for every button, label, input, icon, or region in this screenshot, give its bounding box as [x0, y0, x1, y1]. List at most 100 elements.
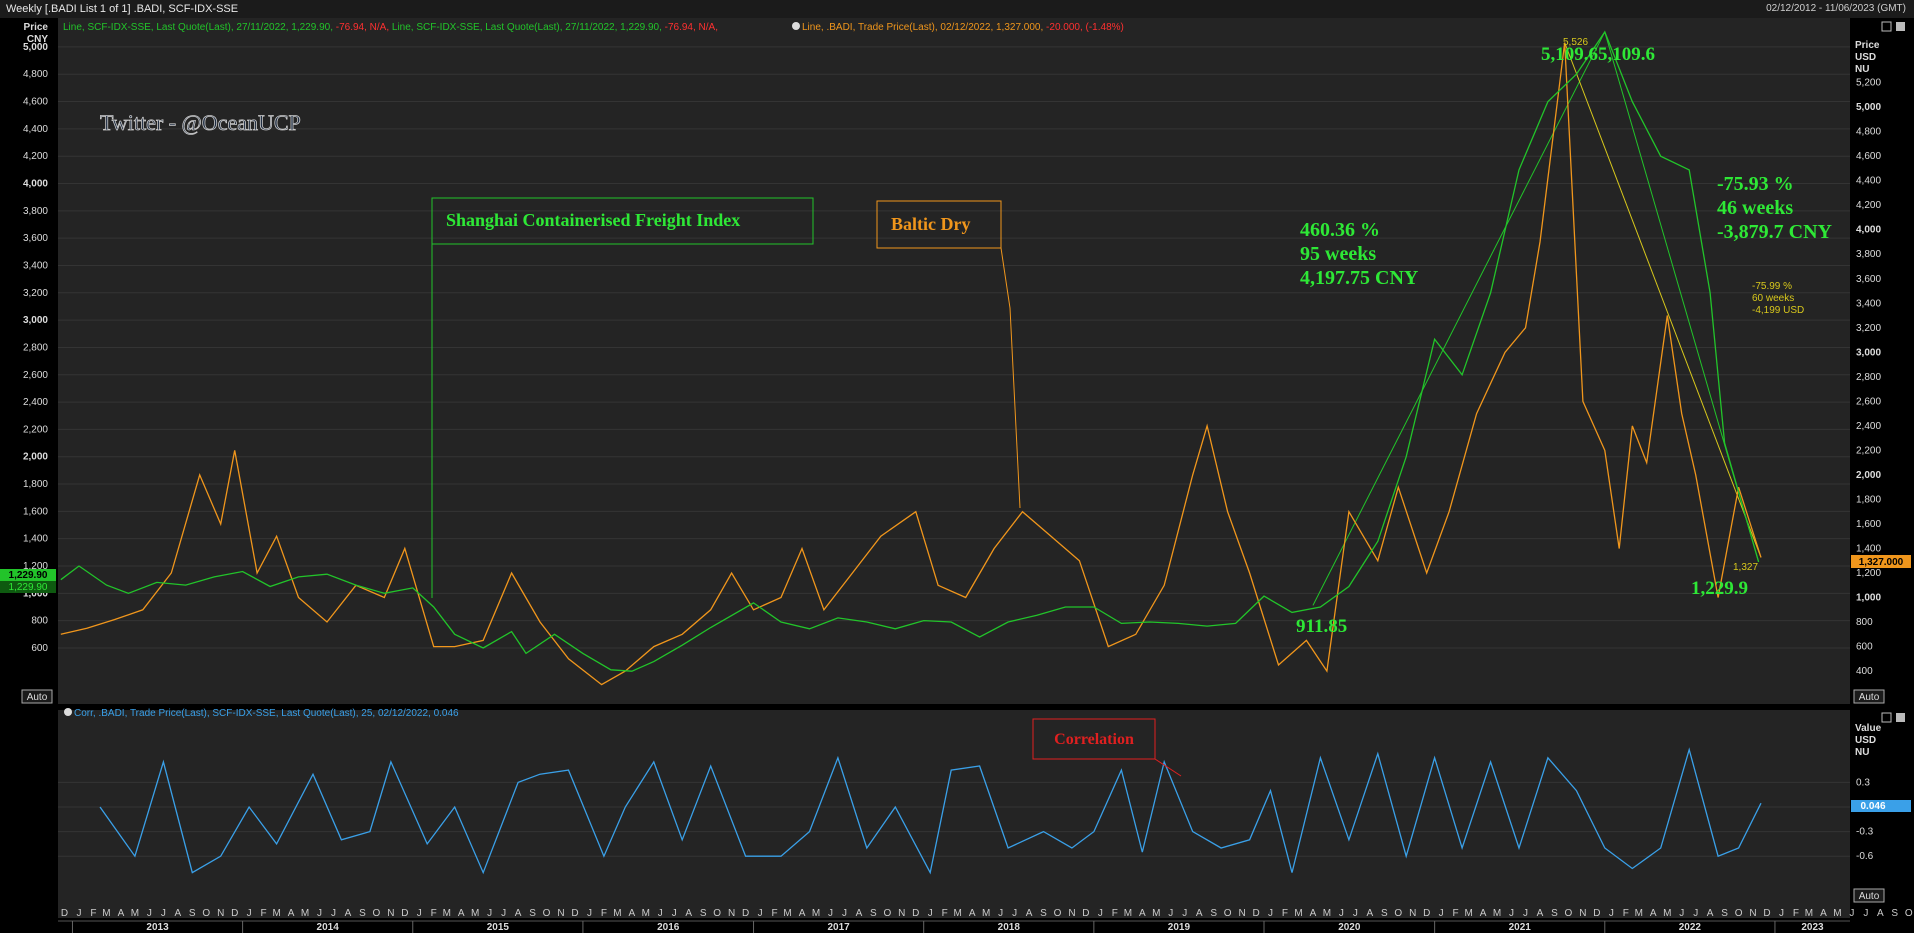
right-tick-label: 2,600	[1856, 396, 1881, 407]
x-month-label: J	[1439, 908, 1444, 919]
x-month-label: A	[345, 908, 352, 919]
left-axis-title: Price	[24, 22, 49, 33]
fall-weeks-label: 46 weeks	[1717, 197, 1793, 219]
badi-fall-weeks-label: 60 weeks	[1752, 293, 1794, 304]
rise-pct-label: 460.36 %	[1300, 219, 1380, 241]
x-month-label: A	[118, 908, 125, 919]
x-month-label: S	[1040, 908, 1047, 919]
x-month-label: S	[870, 908, 877, 919]
x-month-label: O	[1394, 908, 1402, 919]
x-month-label: D	[571, 908, 578, 919]
legend-badi-line: Line, .BADI, Trade Price(Last), 02/12/20…	[802, 22, 1124, 33]
x-month-label: F	[1623, 908, 1629, 919]
scfi-series-line	[60, 30, 1760, 672]
right-tick-label: 1,600	[1856, 519, 1881, 530]
x-month-label: D	[742, 908, 749, 919]
x-month-label: A	[458, 908, 465, 919]
corr-auto-button[interactable]: Auto	[1853, 888, 1885, 903]
left-tick-label: 3,600	[23, 233, 48, 244]
x-month-label: O	[1735, 908, 1743, 919]
right-tick-label: 400	[1856, 666, 1873, 677]
x-month-label: M	[954, 908, 962, 919]
left-auto-button[interactable]: Auto	[21, 689, 53, 704]
x-month-label: O	[883, 908, 891, 919]
x-month-label: D	[401, 908, 408, 919]
window-title: Weekly [.BADI List 1 of 1] .BADI, SCF-ID…	[6, 3, 239, 15]
x-month-label: J	[501, 908, 506, 919]
x-month-label: M	[1833, 908, 1841, 919]
right-auto-label[interactable]: Auto	[1859, 692, 1880, 703]
x-month-label: A	[1707, 908, 1714, 919]
x-month-label: J	[928, 908, 933, 919]
x-month-label: J	[1339, 908, 1344, 919]
left-tick-label: 4,800	[23, 69, 48, 80]
trend-line	[1312, 31, 1606, 606]
right-tick-label: 3,000	[1856, 347, 1881, 358]
badi-fall-pct-label: -75.99 %	[1752, 281, 1792, 292]
x-month-label: A	[1139, 908, 1146, 919]
right-tick-label: 5,000	[1856, 102, 1881, 113]
x-month-label: J	[1609, 908, 1614, 919]
corr-close-icon[interactable]	[1896, 713, 1905, 722]
x-month-label: J	[1353, 908, 1358, 919]
x-month-label: D	[1593, 908, 1600, 919]
x-month-label: J	[758, 908, 763, 919]
x-month-label: M	[471, 908, 479, 919]
right-badge-bg	[1851, 555, 1911, 568]
right-tick-label: 3,800	[1856, 249, 1881, 260]
x-month-label: S	[1551, 908, 1558, 919]
x-month-label: N	[728, 908, 735, 919]
left-auto-frame[interactable]	[21, 689, 53, 704]
x-month-label: M	[1124, 908, 1132, 919]
low-label: 911.85	[1296, 616, 1347, 637]
x-month-label: J	[487, 908, 492, 919]
right-tick-label: 1,200	[1856, 568, 1881, 579]
x-month-label: A	[1310, 908, 1317, 919]
x-month-label: M	[783, 908, 791, 919]
panel-restore-icon[interactable]	[1881, 21, 1892, 32]
corr-panel-controls[interactable]	[1881, 712, 1905, 723]
left-tick-label: 2,800	[23, 342, 48, 353]
x-month-label: O	[202, 908, 210, 919]
left-auto-label[interactable]: Auto	[27, 692, 48, 703]
right-auto-frame[interactable]	[1853, 689, 1885, 704]
left-tick-label: 3,200	[23, 288, 48, 299]
corr-auto-frame[interactable]	[1853, 888, 1885, 903]
x-month-label: A	[685, 908, 692, 919]
x-month-label: J	[1168, 908, 1173, 919]
x-axis-years: 2013 2014 2015 2016 2017 2018 2019 2020 2021 2022…	[71, 921, 1824, 933]
right-auto-button[interactable]: Auto	[1853, 689, 1885, 704]
panel-close-icon[interactable]	[1896, 22, 1905, 31]
legend-badi-neg: -20.000, (-1.48%)	[1046, 22, 1124, 33]
x-month-label: S	[1891, 908, 1898, 919]
x-month-label: M	[1663, 908, 1671, 919]
peak-label: 5,109.65,109.6	[1541, 44, 1655, 65]
right-axis-unit-1: USD	[1855, 52, 1876, 63]
right-tick-label: 1,800	[1856, 494, 1881, 505]
scfi-end-label: 1,229.9	[1691, 578, 1748, 599]
corr-tick-label: -0.3	[1856, 827, 1874, 838]
right-tick-label: 3,200	[1856, 323, 1881, 334]
x-month-label: M	[1464, 908, 1472, 919]
x-month-label: M	[1635, 908, 1643, 919]
main-panel-controls[interactable]	[1881, 21, 1905, 32]
scfi-callout-box	[431, 197, 814, 245]
right-badge: 1,327.000	[1859, 557, 1904, 568]
left-tick-label: 600	[31, 643, 48, 654]
x-month-label: J	[161, 908, 166, 919]
x-month-label: A	[1196, 908, 1203, 919]
x-month-label: J	[828, 908, 833, 919]
left-tick-label: 1,600	[23, 506, 48, 517]
left-tick-label: 2,200	[23, 424, 48, 435]
right-tick-label: 1,000	[1856, 593, 1881, 604]
corr-restore-icon[interactable]	[1881, 712, 1892, 723]
x-month-label: J	[1849, 908, 1854, 919]
fall-amount-label: -3,879.7 CNY	[1717, 221, 1833, 243]
right-tick-label: 5,200	[1856, 78, 1881, 89]
x-month-label: S	[359, 908, 366, 919]
x-month-label: O	[713, 908, 721, 919]
corr-auto-label[interactable]: Auto	[1859, 891, 1880, 902]
left-tick-label: 1,200	[23, 561, 48, 572]
x-month-label: D	[912, 908, 919, 919]
x-month-label: J	[658, 908, 663, 919]
